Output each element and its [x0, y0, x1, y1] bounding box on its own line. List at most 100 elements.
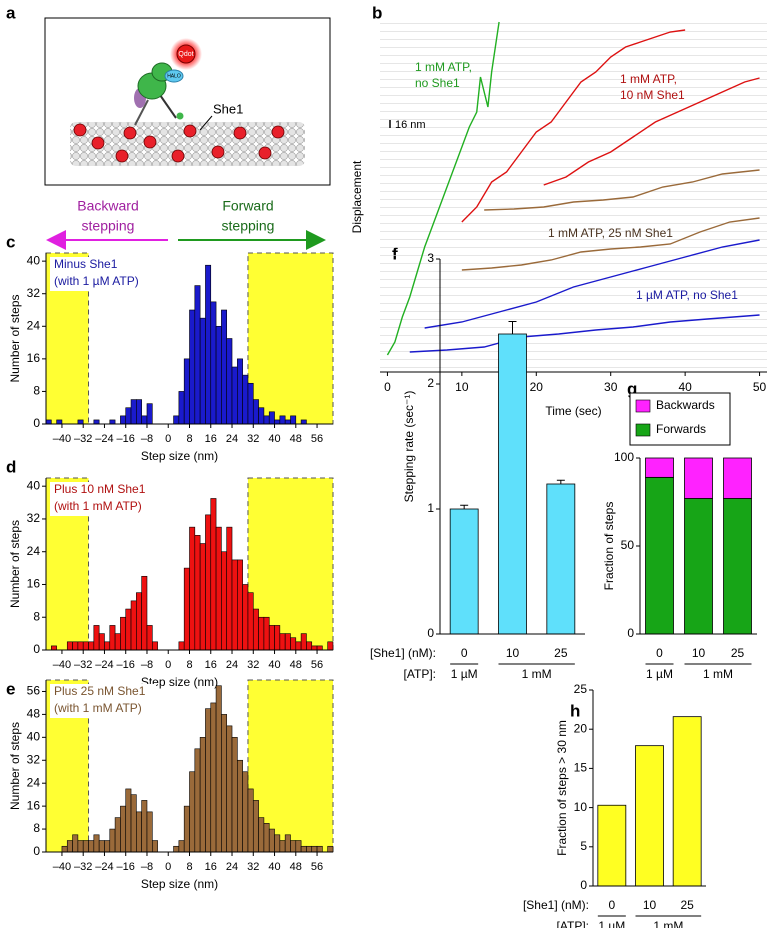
y-tick-label: 40 — [27, 253, 41, 267]
y-tick-label: 40 — [27, 730, 41, 744]
bar — [146, 403, 153, 425]
x-tick-label: 16 — [205, 433, 217, 445]
x-tick-label: –16 — [117, 861, 135, 873]
bar — [242, 374, 249, 425]
bar — [45, 419, 52, 425]
motor-stalk — [134, 99, 149, 126]
y-axis-title: Number of steps — [8, 520, 22, 608]
bar — [231, 559, 238, 651]
x-tick-label: 25 — [680, 898, 694, 912]
annotation: Plus 10 nM She1 — [54, 482, 146, 496]
x-tick-label: 10 — [692, 646, 706, 660]
motor-stalk — [159, 94, 177, 119]
bar — [247, 382, 254, 425]
x-tick-label: –8 — [141, 433, 153, 445]
x-tick-label: 0 — [461, 646, 468, 660]
x-tick-label: –8 — [141, 659, 153, 671]
bar — [546, 483, 576, 635]
x-tick-label: 56 — [311, 659, 323, 671]
trace-label: 1 µM ATP, no She1 — [636, 288, 738, 302]
x-tick-label: 8 — [186, 659, 192, 671]
panel-letter: e — [6, 679, 15, 698]
bar — [274, 625, 281, 651]
x-tick-label: 50 — [753, 380, 767, 394]
annotation: Plus 25 nM She1 — [54, 684, 146, 698]
bar — [130, 600, 137, 651]
bar — [199, 737, 206, 853]
bar — [93, 625, 100, 651]
bar-segment — [684, 457, 713, 499]
bar — [226, 526, 233, 651]
scale-bar-label: 16 nm — [395, 119, 426, 131]
bar — [189, 309, 196, 425]
x-tick-label: 24 — [226, 861, 238, 873]
x-tick-label: 10 — [506, 646, 520, 660]
panel-letter: c — [6, 232, 15, 251]
y-tick-label: 56 — [27, 684, 41, 698]
bar — [268, 828, 275, 853]
y-tick-label: 32 — [27, 286, 41, 300]
bar — [120, 616, 127, 651]
annotation: (with 1 mM ATP) — [54, 701, 142, 715]
x-tick-label: –16 — [117, 433, 135, 445]
bar — [178, 391, 185, 425]
x-tick-label: –16 — [117, 659, 135, 671]
bar — [295, 641, 302, 651]
trace — [386, 21, 500, 356]
bar — [295, 840, 302, 853]
bar — [114, 633, 121, 651]
y-tick-label: 0 — [33, 416, 40, 430]
y-tick-label: 8 — [33, 821, 40, 835]
bar — [93, 834, 100, 853]
annotation-bg — [50, 257, 156, 291]
x-tick-label: 0 — [165, 659, 171, 671]
group-label: 1 mM — [703, 667, 733, 681]
bar — [290, 637, 297, 651]
x-tick-label: 0 — [165, 433, 171, 445]
bar — [205, 514, 212, 651]
group-label: 1 µM — [598, 919, 625, 928]
direction-label: stepping — [82, 218, 135, 234]
trace — [461, 217, 760, 271]
y-axis-title: Number of steps — [8, 294, 22, 382]
bar — [194, 748, 201, 853]
bar — [146, 811, 153, 853]
direction-label: Backward — [77, 198, 138, 214]
bar — [635, 745, 664, 887]
highlight-region — [247, 679, 334, 853]
bar — [268, 625, 275, 651]
bar — [125, 608, 132, 651]
bar — [597, 804, 627, 887]
trace-label: 1 mM ATP, 25 nM She1 — [548, 226, 673, 240]
bar — [88, 840, 95, 853]
x-tick-label: 0 — [384, 380, 391, 394]
y-tick-label: 24 — [27, 544, 41, 558]
bar — [237, 559, 243, 651]
x-tick-label: –24 — [95, 433, 113, 445]
y-tick-label: 8 — [33, 384, 40, 398]
x-axis-title: Step size (nm) — [141, 877, 218, 891]
y-tick-label: 48 — [27, 707, 41, 721]
bar — [77, 419, 84, 425]
bar — [449, 508, 479, 635]
bar — [215, 685, 222, 853]
x-tick-label: 16 — [205, 659, 217, 671]
bar — [109, 625, 116, 651]
x-tick-label: 56 — [311, 433, 323, 445]
halo-tag — [164, 69, 184, 83]
x-tick-label: 40 — [268, 433, 280, 445]
bar — [66, 840, 73, 853]
x-tick-label: 48 — [290, 861, 302, 873]
legend-label: Backwards — [656, 398, 715, 412]
x-tick-label: 40 — [268, 659, 280, 671]
bar — [199, 317, 206, 425]
bar — [104, 840, 111, 853]
x-tick-label: 10 — [643, 898, 657, 912]
bar — [221, 714, 228, 853]
x-tick-label: –40 — [53, 861, 71, 873]
bar — [183, 358, 190, 425]
bar — [237, 759, 243, 853]
bar — [183, 567, 190, 651]
bar — [136, 592, 142, 651]
